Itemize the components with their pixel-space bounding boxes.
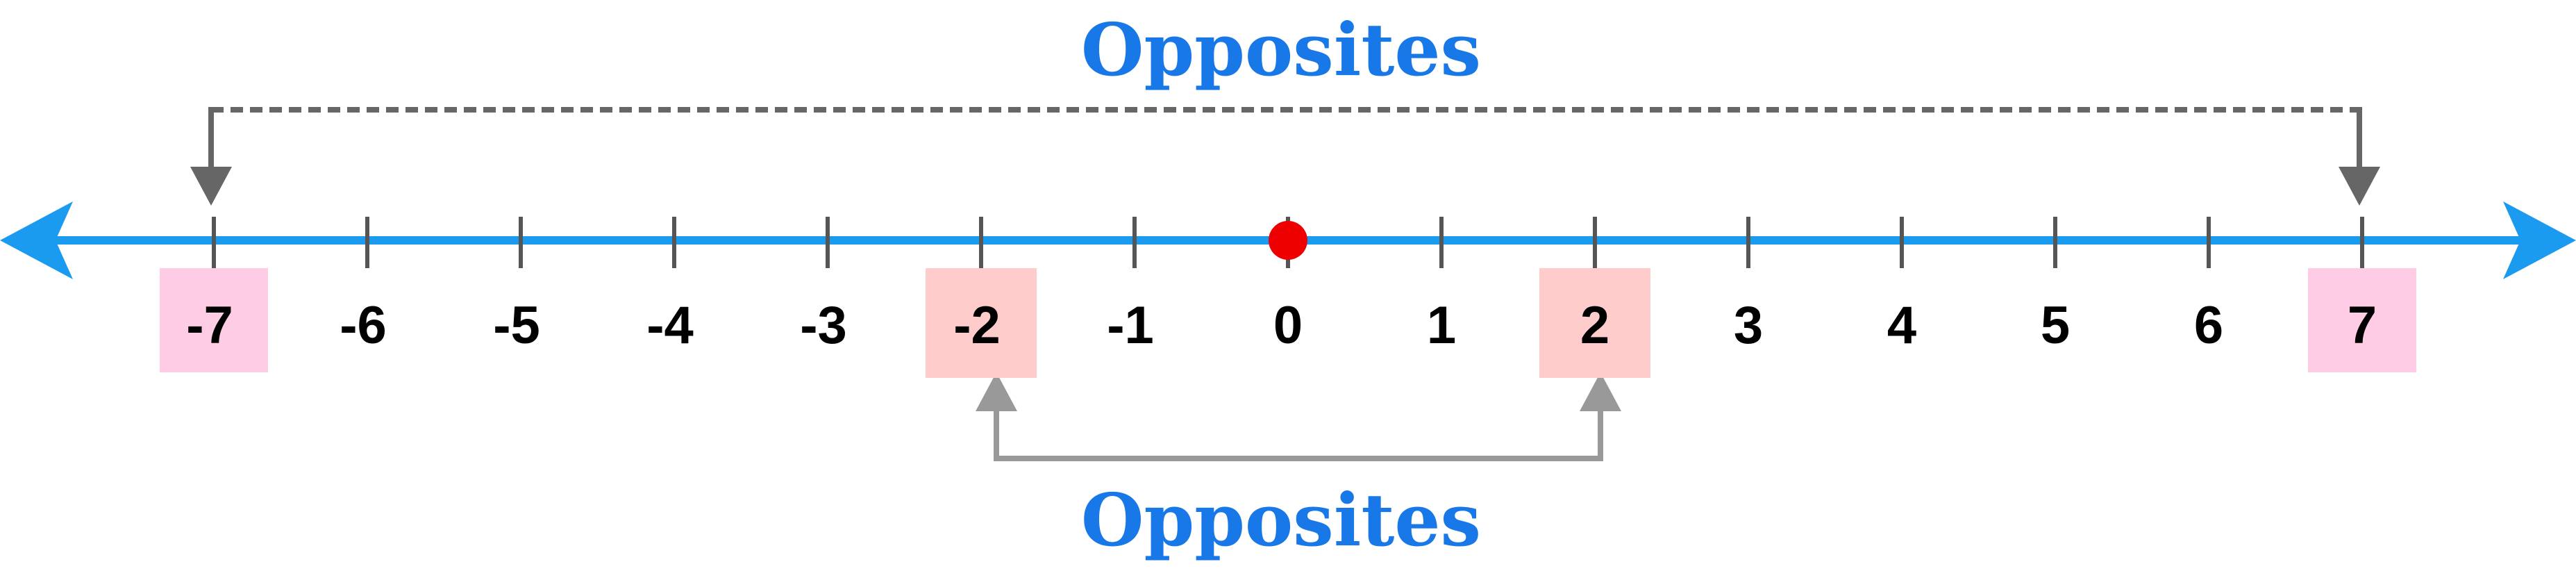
tick-label-0: 0	[1273, 296, 1303, 355]
tick-label-neg5: -5	[493, 296, 540, 355]
up-arrow-icon	[1580, 372, 1621, 411]
highlight-box-neg2	[926, 268, 1037, 378]
tick-label-neg3: -3	[800, 296, 847, 355]
up-arrow-icon	[976, 372, 1017, 411]
right-arrowhead-icon	[2503, 201, 2576, 279]
highlight-box-7	[2308, 268, 2416, 372]
tick-labels-layer: -7 -6 -5 -4 -3 -2 -1 0 1 2 3 4 5 6 7	[186, 296, 2377, 355]
tick-label-5: 5	[2041, 296, 2070, 355]
tick-label-neg4: -4	[646, 296, 694, 355]
down-arrow-icon	[2339, 167, 2380, 206]
highlight-boxes-layer	[160, 268, 2416, 378]
opposites-label-bottom: Opposites	[1081, 477, 1481, 563]
opposites-label-top: Opposites	[1081, 7, 1481, 92]
highlight-box-2	[1539, 268, 1650, 378]
tick-label-4: 4	[1887, 296, 1916, 355]
tick-label-7: 7	[2348, 296, 2377, 355]
tick-label-neg6: -6	[340, 296, 387, 355]
tick-label-neg2: -2	[953, 296, 1001, 355]
tick-label-neg7: -7	[186, 296, 233, 355]
tick-label-neg1: -1	[1107, 296, 1154, 355]
tick-label-3: 3	[1734, 296, 1763, 355]
left-arrowhead-icon	[0, 201, 73, 279]
origin-point	[1269, 221, 1307, 260]
tick-label-2: 2	[1580, 296, 1609, 355]
connectors-layer	[190, 107, 2380, 461]
tick-label-6: 6	[2194, 296, 2223, 355]
down-arrow-icon	[190, 167, 232, 206]
highlight-box-neg7	[160, 268, 268, 372]
tick-label-1: 1	[1427, 296, 1456, 355]
